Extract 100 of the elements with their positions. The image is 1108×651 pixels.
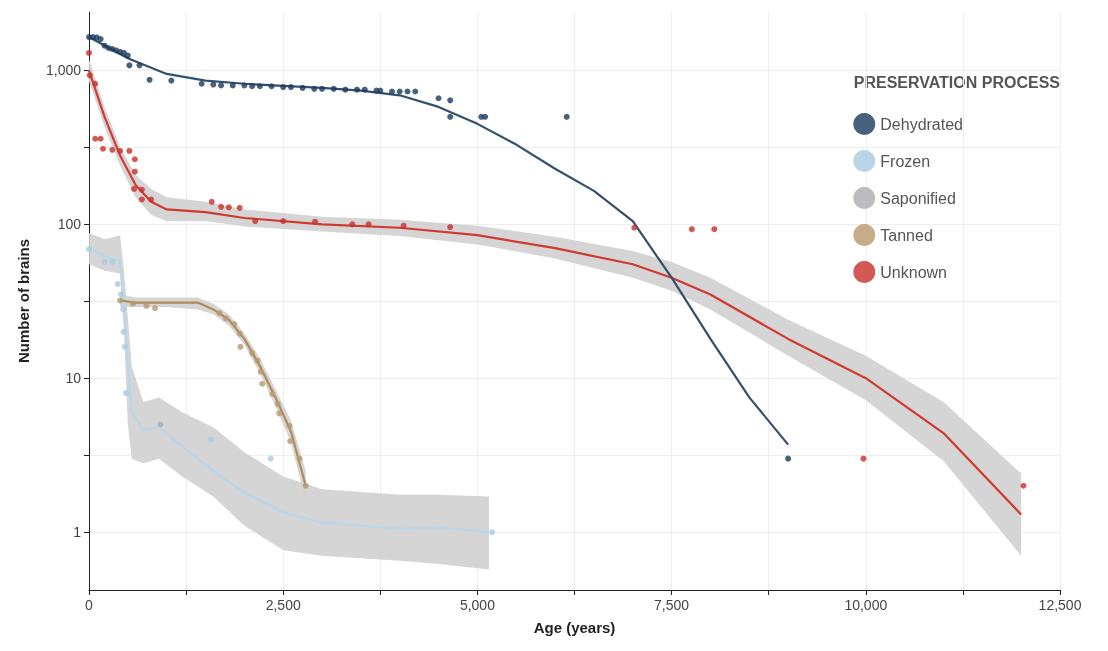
point bbox=[688, 226, 695, 233]
point bbox=[229, 82, 236, 89]
point bbox=[302, 482, 309, 489]
point bbox=[129, 300, 136, 307]
point bbox=[146, 76, 153, 83]
point bbox=[117, 291, 124, 298]
point bbox=[274, 400, 281, 407]
point bbox=[631, 224, 638, 231]
point bbox=[86, 49, 92, 56]
point bbox=[412, 88, 419, 95]
point bbox=[138, 186, 145, 193]
legend-label: Saponified bbox=[880, 189, 956, 207]
y-tick-label: 100 bbox=[57, 216, 82, 233]
point bbox=[122, 390, 129, 397]
point bbox=[198, 80, 205, 87]
point bbox=[257, 368, 264, 375]
point bbox=[342, 86, 349, 93]
point bbox=[711, 226, 718, 233]
point bbox=[109, 258, 116, 265]
point bbox=[152, 305, 159, 312]
point bbox=[97, 36, 104, 43]
point bbox=[252, 218, 259, 225]
point bbox=[168, 77, 175, 84]
point bbox=[447, 113, 454, 120]
point bbox=[208, 198, 215, 205]
point bbox=[86, 246, 92, 253]
point bbox=[361, 86, 368, 93]
point bbox=[287, 84, 294, 91]
x-tick-label: 7,500 bbox=[654, 597, 690, 613]
point bbox=[249, 350, 256, 357]
point bbox=[447, 224, 454, 231]
point bbox=[126, 147, 133, 154]
point bbox=[92, 80, 99, 87]
point bbox=[126, 62, 133, 69]
point bbox=[97, 135, 104, 142]
point bbox=[286, 422, 293, 429]
point bbox=[319, 85, 326, 92]
point bbox=[259, 380, 266, 387]
point bbox=[222, 315, 229, 322]
point bbox=[143, 302, 150, 309]
legend-title: PRESERVATION PROCESS bbox=[853, 73, 1061, 91]
x-tick-label: 0 bbox=[85, 597, 94, 613]
point bbox=[1020, 482, 1027, 489]
y-tick-label: 1 bbox=[73, 524, 82, 541]
point bbox=[249, 83, 256, 90]
point bbox=[131, 185, 138, 192]
point bbox=[435, 95, 442, 102]
point bbox=[236, 204, 243, 211]
point bbox=[269, 390, 276, 397]
point bbox=[225, 204, 232, 211]
point bbox=[138, 196, 145, 203]
point bbox=[109, 146, 116, 153]
legend-label: Dehydrated bbox=[880, 115, 963, 133]
point bbox=[267, 455, 274, 462]
point bbox=[482, 113, 489, 120]
point bbox=[280, 218, 287, 225]
point bbox=[354, 86, 360, 93]
point bbox=[99, 145, 106, 152]
x-tick-label: 10,000 bbox=[844, 597, 888, 613]
point bbox=[377, 87, 384, 94]
point bbox=[131, 156, 138, 163]
point bbox=[400, 222, 407, 229]
point bbox=[120, 306, 127, 313]
point bbox=[131, 168, 138, 175]
point bbox=[218, 82, 225, 89]
point bbox=[117, 297, 124, 304]
point bbox=[299, 84, 306, 91]
point bbox=[124, 52, 131, 59]
y-axis-title: Number of brains bbox=[15, 238, 32, 364]
x-tick-label: 5,000 bbox=[459, 597, 496, 613]
point bbox=[241, 82, 248, 89]
point bbox=[388, 88, 395, 95]
y-tick-label: 1,000 bbox=[45, 62, 82, 79]
point bbox=[86, 72, 93, 79]
point bbox=[117, 147, 124, 154]
x-axis-title: Age (years) bbox=[533, 619, 616, 636]
point bbox=[256, 83, 263, 90]
point bbox=[254, 357, 261, 364]
x-tick-label: 2,500 bbox=[265, 597, 301, 613]
point bbox=[489, 529, 496, 536]
x-tick-label: 12,500 bbox=[1038, 597, 1082, 613]
legend-label: Frozen bbox=[880, 152, 931, 170]
point bbox=[365, 221, 372, 228]
point bbox=[120, 328, 127, 335]
point bbox=[268, 83, 275, 90]
point bbox=[121, 343, 128, 350]
point bbox=[330, 85, 337, 92]
point bbox=[207, 436, 214, 443]
point bbox=[404, 88, 411, 95]
point bbox=[563, 113, 570, 120]
y-tick-label: 10 bbox=[65, 370, 82, 387]
point bbox=[311, 85, 318, 92]
point bbox=[92, 135, 99, 142]
point bbox=[216, 310, 223, 317]
legend-label: Tanned bbox=[880, 226, 933, 244]
point bbox=[287, 438, 294, 445]
point bbox=[349, 221, 356, 228]
point bbox=[860, 455, 867, 462]
point bbox=[101, 258, 108, 265]
legend-label: Unknown bbox=[880, 263, 947, 281]
